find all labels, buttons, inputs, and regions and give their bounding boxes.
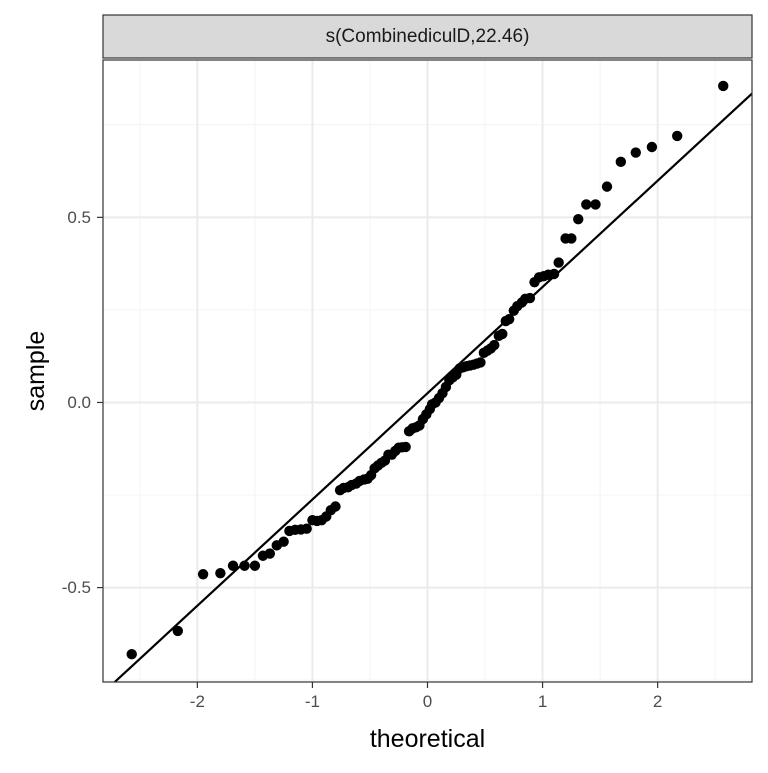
- facet-strip-background: [102, 14, 753, 59]
- qq-reference-line: [114, 92, 753, 683]
- qq-point: [301, 523, 312, 534]
- x-tick-label: -2: [190, 692, 205, 711]
- y-axis: -0.5 0.0 0.5: [62, 208, 103, 597]
- y-axis-title: sample: [22, 331, 50, 412]
- y-tick-label: -0.5: [62, 578, 91, 597]
- qq-point: [524, 292, 536, 304]
- y-tick-label: 0.5: [67, 208, 91, 227]
- qq-point: [227, 560, 239, 571]
- qq-point: [630, 147, 641, 158]
- qq-point: [215, 567, 226, 579]
- qq-point: [590, 199, 601, 210]
- qq-point: [646, 141, 658, 153]
- qq-point: [249, 560, 261, 571]
- major-gridlines: [103, 60, 752, 682]
- qq-point: [672, 130, 683, 142]
- qq-point: [497, 328, 508, 340]
- minor-gridlines: [103, 60, 752, 682]
- qq-point: [718, 80, 729, 92]
- facet-strip-label: s(CombinediculD,22.46): [326, 26, 530, 47]
- reference-line-group: [114, 92, 753, 683]
- x-axis-title: theoretical: [370, 725, 485, 753]
- x-tick-label: -1: [305, 692, 320, 711]
- qq-point: [601, 181, 613, 192]
- y-tick-label: 0.0: [67, 393, 91, 412]
- facet-strip: s(CombinediculD,22.46): [102, 14, 753, 59]
- qq-point: [197, 569, 209, 580]
- qq-point: [172, 625, 183, 637]
- qq-point: [475, 357, 486, 368]
- qq-point: [489, 339, 500, 351]
- x-tick-label: 2: [653, 692, 662, 711]
- qq-point: [330, 501, 341, 512]
- qq-point: [400, 441, 411, 453]
- qq-point: [239, 560, 250, 571]
- qq-point: [615, 156, 627, 168]
- qq-point: [264, 548, 276, 559]
- qq-point: [126, 649, 137, 660]
- x-axis: -2 -1 0 1 2: [190, 682, 662, 711]
- qq-point: [548, 268, 560, 280]
- qq-point: [504, 313, 515, 325]
- sample-points: [126, 80, 729, 660]
- qq-point: [553, 257, 564, 268]
- qq-point: [566, 233, 577, 244]
- x-tick-label: 1: [538, 692, 547, 711]
- qq-point: [581, 199, 592, 210]
- qq-point: [573, 214, 584, 225]
- x-tick-label: 0: [423, 692, 432, 711]
- qq-point: [278, 536, 289, 547]
